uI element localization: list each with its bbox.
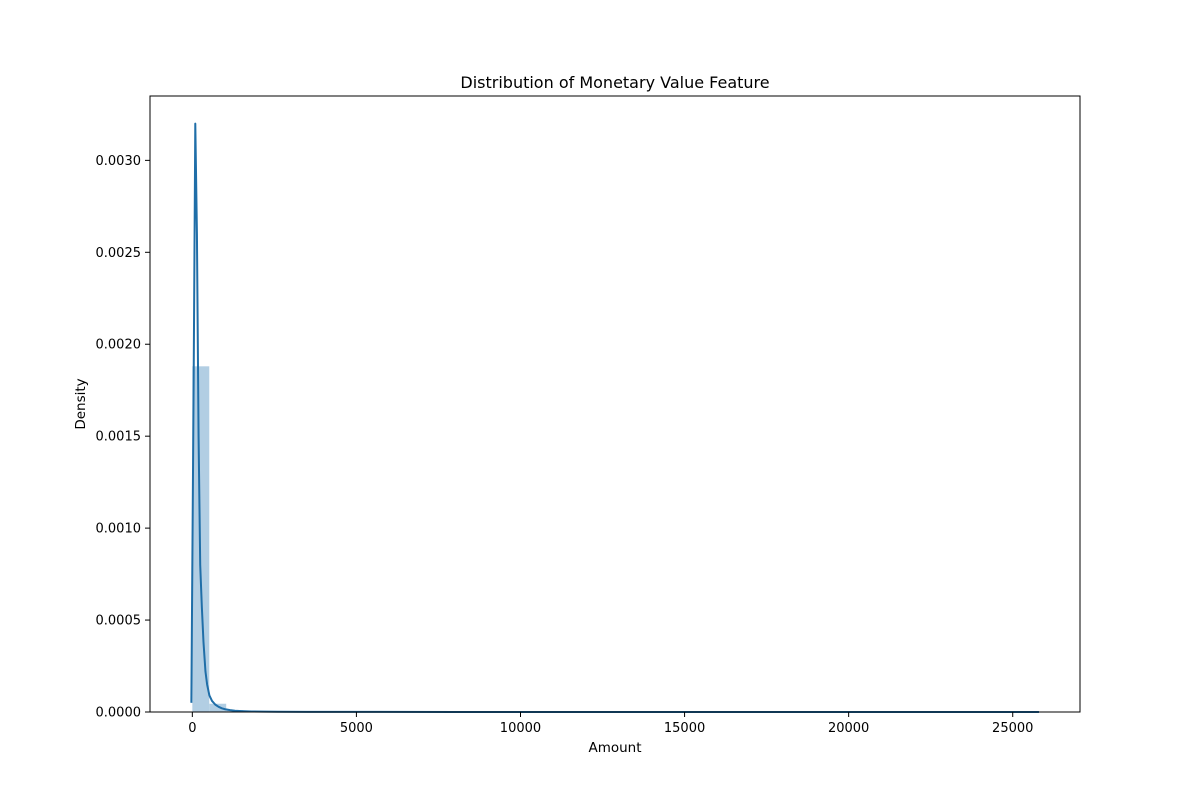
y-axis-label: Density [73, 378, 89, 429]
y-tick-label: 0.0005 [96, 614, 142, 629]
x-axis-label: Amount [588, 740, 641, 756]
y-tick-label: 0.0000 [96, 706, 142, 721]
plot-area [190, 122, 1039, 713]
x-tick-label: 0 [188, 721, 196, 736]
x-tick-label: 10000 [500, 721, 541, 736]
y-tick-label: 0.0015 [96, 430, 142, 445]
y-tick-label: 0.0010 [96, 522, 142, 537]
y-tick-label: 0.0030 [96, 154, 142, 169]
x-axis: 0 5000 10000 15000 20000 25000 [188, 712, 1033, 736]
y-tick-label: 0.0020 [96, 338, 142, 353]
x-tick-label: 5000 [340, 721, 373, 736]
histogram-bar-1 [209, 703, 227, 712]
kde-line [190, 122, 1039, 713]
plot-frame [149, 95, 1081, 713]
chart-title: Distribution of Monetary Value Feature [460, 73, 769, 92]
y-tick-label: 0.0025 [96, 246, 142, 261]
y-axis: 0.0000 0.0005 0.0010 0.0015 0.0020 0.0025 0.00… [96, 154, 150, 721]
x-tick-label: 20000 [828, 721, 869, 736]
x-tick-label: 25000 [992, 721, 1033, 736]
x-tick-label: 15000 [664, 721, 705, 736]
